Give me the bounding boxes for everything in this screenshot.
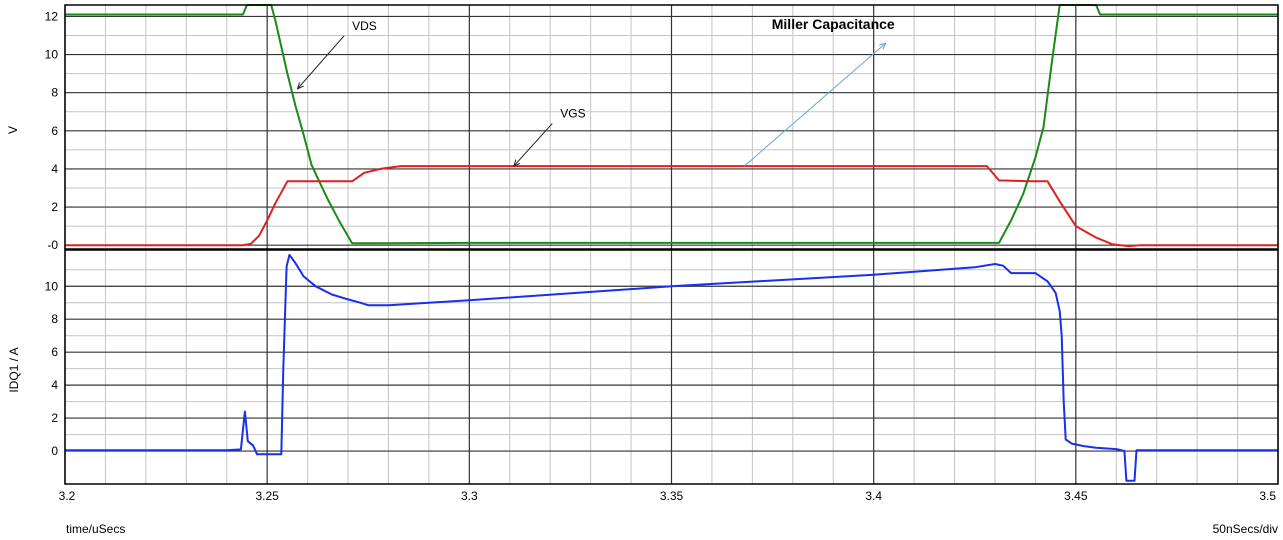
current-panel-frame <box>64 249 1279 485</box>
series-idq1-trace <box>65 253 1278 482</box>
current-y-tick-label: 6 <box>51 345 58 359</box>
current-y-tick-label: 10 <box>45 279 59 293</box>
current-major-grid <box>64 250 1279 484</box>
voltage-axis-title: V <box>6 126 20 134</box>
voltage-panel-frame <box>64 4 1279 250</box>
voltage-y-tick-label: 2 <box>51 200 58 214</box>
vgs-arrow <box>514 123 553 166</box>
time-x-tick-label: 3.35 <box>660 489 684 503</box>
voltage-major-grid <box>64 5 1279 249</box>
miller-capacitance-label: Miller Capacitance <box>772 16 895 32</box>
voltage-y-tick-label: 4 <box>51 162 58 176</box>
voltage-annotations: VDS VGS Miller Capacitance <box>297 16 895 167</box>
current-y-tick-label: 8 <box>51 312 58 326</box>
time-x-tick-label: 3.45 <box>1064 489 1088 503</box>
voltage-series <box>65 4 1278 248</box>
miller-capacitance-arrow <box>743 43 886 167</box>
voltage-panel: -0 2 4 6 8 10 12 VDS VGS Miller Capacitance V <box>6 4 1279 252</box>
vgs-label: VGS <box>560 106 585 120</box>
voltage-y-tick-label: 6 <box>51 124 58 138</box>
current-y-tick-label: 4 <box>51 378 58 392</box>
current-y-tick-labels: 0 2 4 6 8 10 <box>45 279 59 458</box>
time-x-tick-label: 3.5 <box>1259 489 1276 503</box>
voltage-y-tick-label: 10 <box>45 48 59 62</box>
time-x-tick-labels: 3.2 3.25 3.3 3.35 3.4 3.45 3.5 <box>59 489 1277 503</box>
x-scale-label: 50nSecs/div <box>1213 522 1278 536</box>
current-axis-title: IDQ1 / A <box>7 347 21 392</box>
series-vds-trace <box>65 4 1278 245</box>
current-y-tick-label: 0 <box>51 444 58 458</box>
voltage-y-tick-labels: -0 2 4 6 8 10 12 <box>45 9 59 252</box>
vds-label: VDS <box>352 19 377 33</box>
time-x-tick-label: 3.3 <box>461 489 478 503</box>
current-y-tick-label: 2 <box>51 411 58 425</box>
current-series <box>65 253 1278 482</box>
vds-arrow <box>297 35 345 89</box>
voltage-y-tick-label: 12 <box>45 9 59 23</box>
time-x-tick-label: 3.4 <box>865 489 882 503</box>
voltage-y-tick-label: 8 <box>51 86 58 100</box>
x-axis-title: time/uSecs <box>66 522 125 536</box>
current-panel: 0 2 4 6 8 10 3.2 3.25 3.3 3.35 3.4 3.45 3.5 IDQ1 / … <box>7 250 1279 503</box>
time-x-tick-label: 3.25 <box>255 489 279 503</box>
series-vgs-trace <box>65 165 1278 248</box>
voltage-y-tick-label: -0 <box>47 238 58 252</box>
time-x-tick-label: 3.2 <box>59 489 76 503</box>
